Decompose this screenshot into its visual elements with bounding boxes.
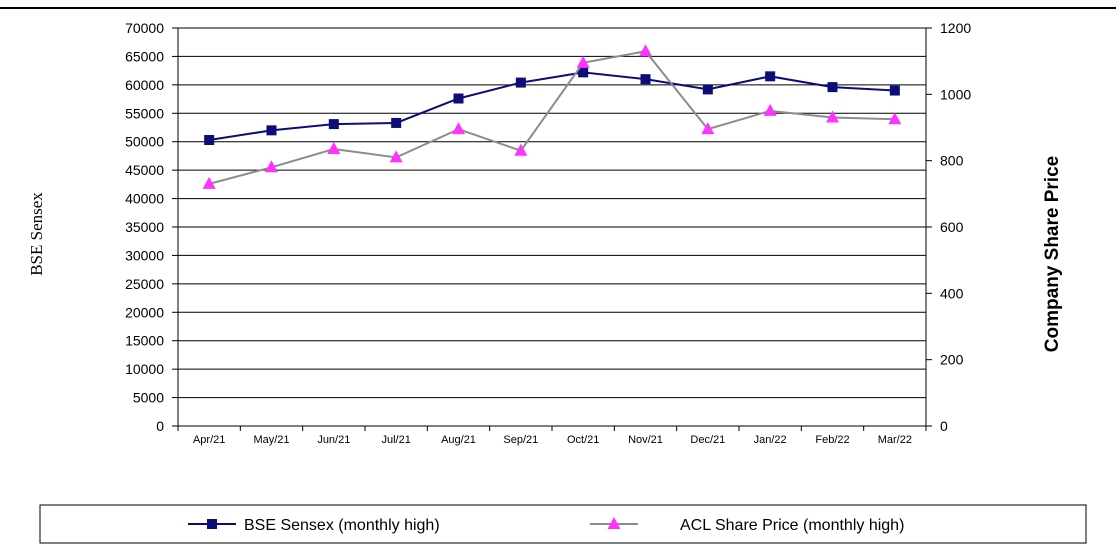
x-tick-label: Sep/21 bbox=[503, 434, 538, 446]
y-tick-label-right: 0 bbox=[940, 418, 948, 434]
axes: 0500010000150002000025000300003500040000… bbox=[125, 20, 971, 446]
y-tick-label-left: 55000 bbox=[125, 105, 164, 121]
data-point bbox=[453, 93, 464, 104]
data-point bbox=[702, 84, 713, 95]
x-tick-label: May/21 bbox=[253, 434, 289, 446]
y-tick-label-right: 600 bbox=[940, 219, 964, 235]
x-tick-label: Mar/22 bbox=[878, 434, 912, 446]
legend-marker bbox=[207, 519, 217, 529]
data-point bbox=[640, 74, 651, 85]
data-point bbox=[763, 103, 777, 116]
legend-label: ACL Share Price (monthly high) bbox=[680, 517, 904, 534]
series-line bbox=[208, 50, 895, 185]
data-point bbox=[328, 119, 339, 130]
x-tick-label: Dec/21 bbox=[690, 434, 725, 446]
y-tick-label-left: 45000 bbox=[125, 162, 164, 178]
data-point bbox=[576, 55, 590, 68]
x-tick-label: Jul/21 bbox=[381, 434, 410, 446]
data-point bbox=[515, 77, 526, 88]
data-point bbox=[765, 71, 776, 82]
y-tick-label-left: 65000 bbox=[125, 48, 164, 64]
data-point bbox=[389, 150, 403, 163]
data-point bbox=[265, 160, 278, 173]
legend-marker bbox=[607, 517, 621, 529]
data-point bbox=[327, 142, 341, 155]
y-tick-label-left: 10000 bbox=[125, 361, 164, 377]
x-tick-label: Oct/21 bbox=[567, 434, 599, 446]
x-tick-label: Aug/21 bbox=[441, 434, 476, 446]
y-tick-label-left: 30000 bbox=[125, 247, 164, 263]
data-point bbox=[888, 112, 902, 125]
series bbox=[202, 44, 902, 189]
data-point bbox=[826, 110, 839, 123]
y-tick-label-left: 25000 bbox=[125, 276, 164, 292]
y-tick-label-left: 50000 bbox=[125, 134, 164, 150]
y-tick-label-left: 35000 bbox=[125, 219, 164, 235]
y-tick-label-right: 200 bbox=[940, 352, 964, 368]
data-point bbox=[266, 125, 277, 136]
y-tick-label-left: 15000 bbox=[125, 333, 164, 349]
data-point bbox=[391, 117, 402, 128]
data-point bbox=[452, 122, 465, 135]
data-point bbox=[827, 82, 838, 93]
y-tick-label-left: 60000 bbox=[125, 77, 164, 93]
legend-label: BSE Sensex (monthly high) bbox=[244, 517, 440, 534]
series-line bbox=[209, 71, 895, 141]
y-tick-label-left: 0 bbox=[156, 418, 164, 434]
x-tick-label: Jan/22 bbox=[754, 434, 787, 446]
y-tick-label-right: 1000 bbox=[940, 86, 971, 102]
data-point bbox=[514, 143, 528, 156]
y-tick-label-left: 70000 bbox=[125, 20, 164, 36]
x-tick-label: Feb/22 bbox=[815, 434, 849, 446]
x-tick-label: Apr/21 bbox=[193, 434, 225, 446]
data-point bbox=[204, 135, 215, 146]
data-point bbox=[639, 44, 652, 57]
grid bbox=[178, 27, 926, 427]
data-point bbox=[889, 85, 900, 96]
data-point bbox=[701, 122, 715, 135]
y-tick-label-right: 800 bbox=[940, 153, 964, 169]
data-point bbox=[202, 176, 216, 189]
x-tick-label: Jun/21 bbox=[317, 434, 350, 446]
legend: BSE Sensex (monthly high) ACL Share Price… bbox=[39, 504, 1087, 544]
y-tick-label-right: 400 bbox=[940, 285, 964, 301]
data-point bbox=[578, 67, 589, 78]
y-axis-label-right: Company Share Price bbox=[1042, 156, 1063, 352]
y-axis-label-left: BSE Sensex bbox=[27, 192, 46, 276]
x-tick-label: Nov/21 bbox=[628, 434, 663, 446]
y-tick-label-left: 40000 bbox=[125, 191, 164, 207]
y-tick-label-right: 1200 bbox=[940, 20, 971, 36]
y-tick-label-left: 5000 bbox=[133, 390, 164, 406]
y-tick-label-left: 20000 bbox=[125, 304, 164, 320]
